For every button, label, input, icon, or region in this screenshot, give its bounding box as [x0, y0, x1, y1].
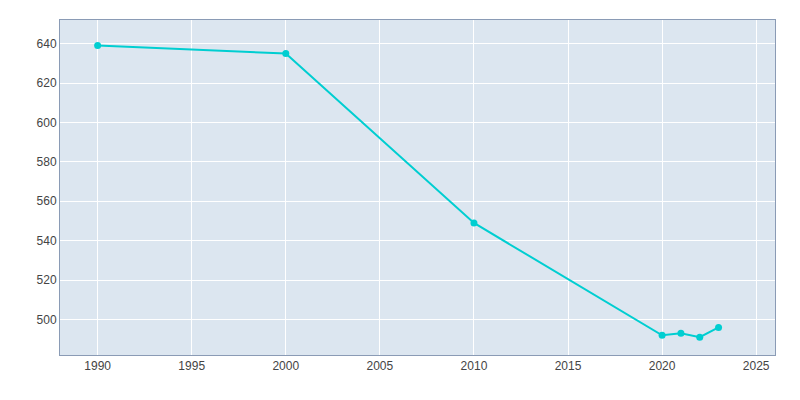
- svg-text:2020: 2020: [649, 359, 676, 373]
- svg-text:560: 560: [37, 194, 57, 208]
- svg-text:620: 620: [37, 76, 57, 90]
- svg-text:540: 540: [37, 234, 57, 248]
- svg-text:520: 520: [37, 273, 57, 287]
- svg-text:1990: 1990: [84, 359, 111, 373]
- svg-text:2015: 2015: [555, 359, 582, 373]
- svg-text:2005: 2005: [367, 359, 394, 373]
- svg-text:500: 500: [37, 313, 57, 327]
- svg-text:2025: 2025: [743, 359, 770, 373]
- svg-text:1995: 1995: [178, 359, 205, 373]
- svg-text:600: 600: [37, 116, 57, 130]
- svg-text:2000: 2000: [272, 359, 299, 373]
- svg-text:640: 640: [37, 37, 57, 51]
- svg-text:2010: 2010: [461, 359, 488, 373]
- svg-text:580: 580: [37, 155, 57, 169]
